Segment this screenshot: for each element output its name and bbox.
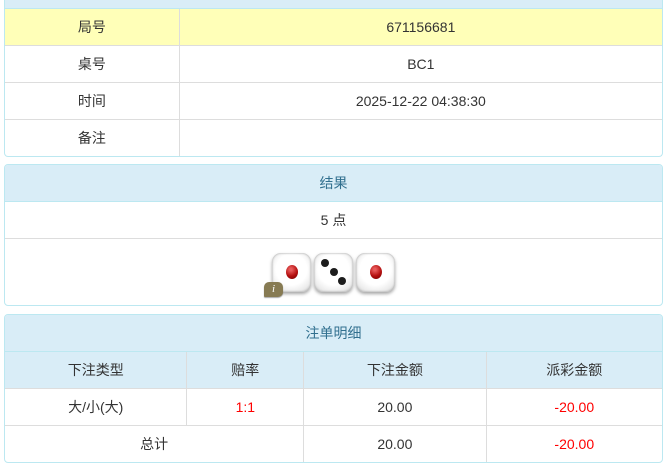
time-value: 2025-12-22 04:38:30	[178, 82, 662, 120]
bet-details-header-row: 下注类型 赔率 下注金额 派彩金额	[5, 351, 662, 389]
die-pip	[320, 259, 329, 268]
info-icon[interactable]: i	[264, 281, 283, 297]
time-label: 时间	[5, 82, 180, 120]
game-info-table: 局号 671156681 桌号 BC1 时间 2025-12-22 04:38:…	[5, 8, 662, 156]
die-1: i	[264, 252, 311, 297]
bet-total-row: 总计 20.00 -20.00	[5, 425, 662, 462]
result-panel: 结果 5 点 i	[4, 164, 663, 306]
game-info-panel: 局号 671156681 桌号 BC1 时间 2025-12-22 04:38:…	[4, 0, 663, 157]
table-number-label: 桌号	[5, 45, 180, 83]
game-info-row-time: 时间 2025-12-22 04:38:30	[5, 82, 662, 120]
column-header-bet-type: 下注类型	[5, 351, 188, 389]
result-points-row: 5 点	[5, 201, 662, 239]
die-1	[356, 252, 395, 292]
bet-details-table: 下注类型 赔率 下注金额 派彩金额 大/小(大) 1:1 20.00 -20.00 总…	[5, 351, 662, 462]
dice-container: i	[13, 252, 654, 297]
round-number-label: 局号	[5, 8, 180, 46]
payout-cell: -20.00	[485, 388, 662, 426]
column-header-bet-amount: 下注金额	[303, 351, 487, 389]
bet-amount-cell: 20.00	[303, 388, 487, 426]
game-info-panel-heading	[5, 0, 662, 9]
bet-details-panel: 注单明细 下注类型 赔率 下注金额 派彩金额 大/小(大) 1:1 20.00 -20…	[4, 314, 663, 463]
bet-details-panel-title: 注单明细	[5, 315, 662, 352]
bet-rows-body: 大/小(大) 1:1 20.00 -20.00	[5, 388, 662, 426]
table-number-value: BC1	[178, 45, 662, 83]
result-table: 5 点 i	[5, 201, 662, 305]
round-number-value: 671156681	[178, 8, 662, 46]
bet-row: 大/小(大) 1:1 20.00 -20.00	[5, 388, 662, 426]
result-dice-row: i	[5, 238, 662, 305]
total-bet-amount: 20.00	[303, 425, 487, 462]
bet-type-cell: 大/小(大)	[5, 388, 188, 426]
result-panel-title: 结果	[5, 165, 662, 202]
die-pip	[329, 268, 338, 276]
game-info-row-remark: 备注	[5, 119, 662, 156]
die-pip	[338, 276, 347, 285]
total-payout: -20.00	[485, 425, 662, 462]
die-pip	[369, 265, 382, 279]
total-label: 总计	[5, 425, 305, 462]
game-info-row-round: 局号 671156681	[5, 8, 662, 46]
column-header-payout: 派彩金额	[485, 351, 662, 389]
game-info-row-table: 桌号 BC1	[5, 45, 662, 83]
remark-value	[178, 119, 662, 156]
result-points: 5 点	[5, 201, 662, 239]
remark-label: 备注	[5, 119, 180, 156]
die-pip	[285, 265, 298, 279]
die-3	[314, 252, 353, 292]
odds-cell: 1:1	[186, 388, 305, 426]
column-header-odds: 赔率	[186, 351, 305, 389]
